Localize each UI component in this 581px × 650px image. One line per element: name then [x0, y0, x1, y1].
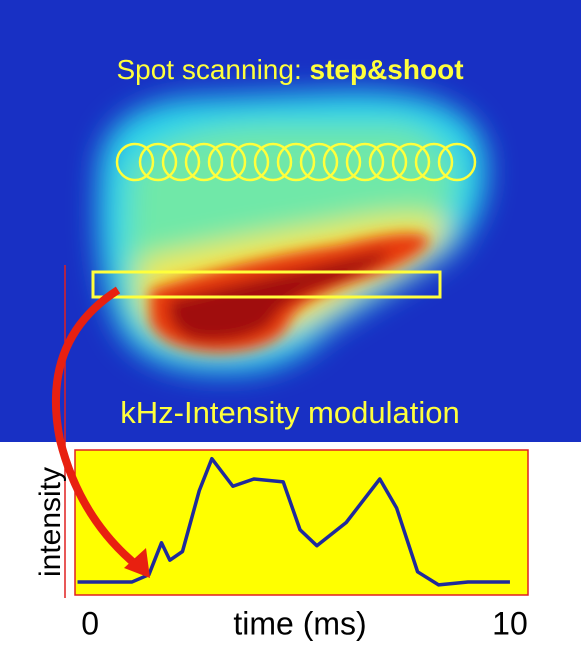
title-prefix: Spot scanning:: [116, 54, 301, 85]
caption: kHz-Intensity modulation: [120, 395, 459, 430]
x-tick-label: 10: [492, 605, 528, 641]
y-axis-label: intensity: [34, 467, 67, 577]
title: Spot scanning: step&shoot: [116, 54, 463, 85]
x-tick-label: 0: [81, 605, 99, 641]
heatmap: Spot scanning: step&shoot kHz-Intensity …: [0, 0, 581, 442]
figure: Spot scanning: step&shoot kHz-Intensity …: [0, 0, 581, 650]
x-axis-label: time (ms): [233, 605, 366, 641]
title-bold: step&shoot: [310, 54, 464, 85]
